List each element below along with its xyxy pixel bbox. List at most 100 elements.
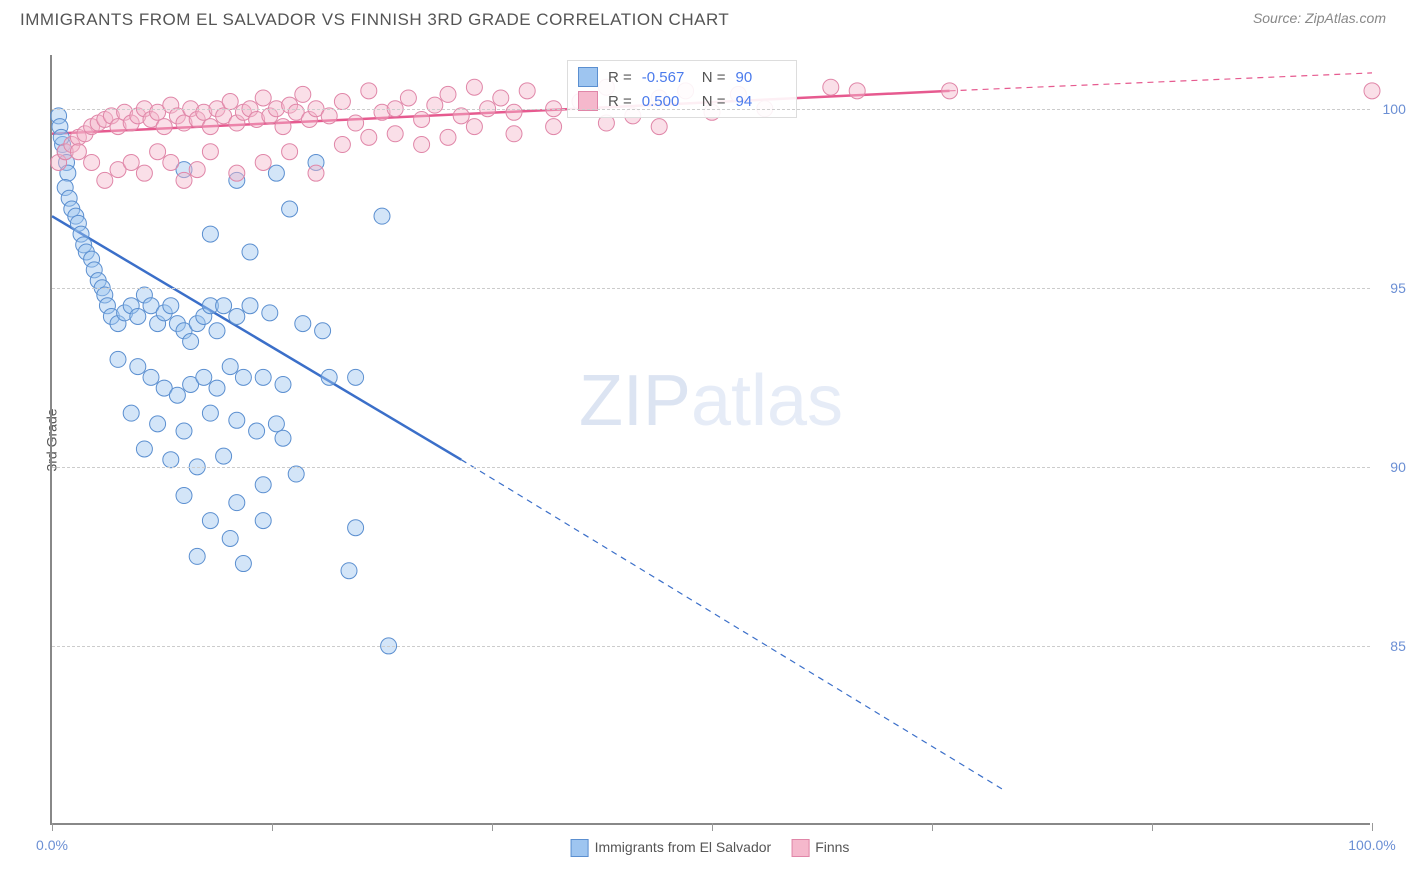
scatter-point-el_salvador bbox=[268, 416, 284, 432]
bottom-legend: Immigrants from El SalvadorFinns bbox=[571, 839, 850, 857]
scatter-point-finns bbox=[334, 94, 350, 110]
scatter-point-el_salvador bbox=[229, 495, 245, 511]
stats-r-label: R = bbox=[608, 93, 632, 110]
scatter-point-finns bbox=[414, 111, 430, 127]
scatter-point-finns bbox=[202, 144, 218, 160]
scatter-point-finns bbox=[440, 129, 456, 145]
scatter-point-finns bbox=[361, 129, 377, 145]
scatter-point-finns bbox=[1364, 83, 1380, 99]
stats-swatch-el_salvador bbox=[578, 67, 598, 87]
source-attribution: Source: ZipAtlas.com bbox=[1253, 10, 1386, 26]
gridline-h bbox=[52, 467, 1370, 468]
scatter-point-el_salvador bbox=[222, 359, 238, 375]
scatter-point-el_salvador bbox=[163, 298, 179, 314]
scatter-point-finns bbox=[156, 119, 172, 135]
scatter-point-el_salvador bbox=[202, 226, 218, 242]
chart-container: 3rd Grade ZIPatlas R =-0.567N =90R =0.50… bbox=[50, 55, 1370, 825]
legend-swatch-finns bbox=[791, 839, 809, 857]
scatter-point-el_salvador bbox=[235, 556, 251, 572]
scatter-point-finns bbox=[189, 162, 205, 178]
scatter-point-finns bbox=[453, 108, 469, 124]
scatter-point-finns bbox=[255, 154, 271, 170]
scatter-point-el_salvador bbox=[348, 369, 364, 385]
scatter-point-el_salvador bbox=[282, 201, 298, 217]
scatter-point-el_salvador bbox=[169, 387, 185, 403]
trend-line-dashed-finns bbox=[950, 73, 1372, 91]
scatter-point-el_salvador bbox=[235, 369, 251, 385]
scatter-point-finns bbox=[255, 90, 271, 106]
x-tick bbox=[1372, 823, 1373, 831]
scatter-point-el_salvador bbox=[374, 208, 390, 224]
scatter-point-finns bbox=[414, 137, 430, 153]
x-tick bbox=[1152, 823, 1153, 831]
stats-n-label: N = bbox=[702, 69, 726, 86]
scatter-point-finns bbox=[651, 119, 667, 135]
scatter-point-el_salvador bbox=[249, 423, 265, 439]
scatter-point-finns bbox=[506, 126, 522, 142]
scatter-point-finns bbox=[823, 79, 839, 95]
stats-n-value-el_salvador: 90 bbox=[736, 69, 786, 86]
scatter-point-finns bbox=[70, 144, 86, 160]
y-tick-label: 95.0% bbox=[1390, 280, 1406, 296]
scatter-point-el_salvador bbox=[130, 359, 146, 375]
scatter-point-finns bbox=[466, 79, 482, 95]
x-tick bbox=[52, 823, 53, 831]
scatter-point-el_salvador bbox=[295, 316, 311, 332]
scatter-point-el_salvador bbox=[202, 405, 218, 421]
chart-title: IMMIGRANTS FROM EL SALVADOR VS FINNISH 3… bbox=[20, 10, 729, 30]
y-tick-label: 100.0% bbox=[1383, 101, 1406, 117]
scatter-point-el_salvador bbox=[275, 430, 291, 446]
scatter-point-finns bbox=[97, 172, 113, 188]
x-tick-label: 100.0% bbox=[1348, 837, 1395, 853]
scatter-point-finns bbox=[229, 165, 245, 181]
plot-area: ZIPatlas R =-0.567N =90R =0.500N =94 85.… bbox=[50, 55, 1370, 825]
trend-line-dashed-el_salvador bbox=[461, 460, 1002, 789]
legend-item-el_salvador: Immigrants from El Salvador bbox=[571, 839, 772, 857]
scatter-point-el_salvador bbox=[123, 405, 139, 421]
stats-r-value-finns: 0.500 bbox=[642, 93, 692, 110]
stats-r-value-el_salvador: -0.567 bbox=[642, 69, 692, 86]
x-tick bbox=[492, 823, 493, 831]
x-tick bbox=[712, 823, 713, 831]
scatter-point-el_salvador bbox=[216, 448, 232, 464]
scatter-point-el_salvador bbox=[242, 298, 258, 314]
scatter-point-el_salvador bbox=[189, 548, 205, 564]
scatter-point-el_salvador bbox=[216, 298, 232, 314]
scatter-point-el_salvador bbox=[136, 441, 152, 457]
scatter-point-el_salvador bbox=[110, 351, 126, 367]
scatter-point-finns bbox=[334, 137, 350, 153]
scatter-point-el_salvador bbox=[315, 323, 331, 339]
scatter-point-finns bbox=[348, 115, 364, 131]
scatter-point-el_salvador bbox=[321, 369, 337, 385]
scatter-point-finns bbox=[275, 119, 291, 135]
scatter-point-finns bbox=[163, 154, 179, 170]
source-name: ZipAtlas.com bbox=[1305, 10, 1386, 26]
scatter-point-finns bbox=[308, 165, 324, 181]
scatter-point-finns bbox=[506, 104, 522, 120]
gridline-h bbox=[52, 288, 1370, 289]
scatter-point-el_salvador bbox=[150, 416, 166, 432]
scatter-point-el_salvador bbox=[268, 165, 284, 181]
scatter-point-el_salvador bbox=[341, 563, 357, 579]
scatter-point-el_salvador bbox=[288, 466, 304, 482]
scatter-point-el_salvador bbox=[209, 380, 225, 396]
scatter-point-finns bbox=[123, 154, 139, 170]
scatter-point-finns bbox=[440, 86, 456, 102]
scatter-point-finns bbox=[493, 90, 509, 106]
gridline-h bbox=[52, 109, 1370, 110]
scatter-point-finns bbox=[849, 83, 865, 99]
scatter-point-finns bbox=[84, 154, 100, 170]
scatter-svg bbox=[52, 55, 1372, 825]
scatter-point-el_salvador bbox=[163, 452, 179, 468]
scatter-point-el_salvador bbox=[176, 488, 192, 504]
scatter-point-finns bbox=[295, 86, 311, 102]
scatter-point-finns bbox=[546, 119, 562, 135]
scatter-point-finns bbox=[136, 165, 152, 181]
scatter-point-finns bbox=[202, 119, 218, 135]
scatter-point-el_salvador bbox=[196, 369, 212, 385]
x-tick-label: 0.0% bbox=[36, 837, 68, 853]
scatter-point-el_salvador bbox=[130, 308, 146, 324]
scatter-point-el_salvador bbox=[348, 520, 364, 536]
scatter-point-el_salvador bbox=[255, 369, 271, 385]
y-tick-label: 85.0% bbox=[1390, 638, 1406, 654]
